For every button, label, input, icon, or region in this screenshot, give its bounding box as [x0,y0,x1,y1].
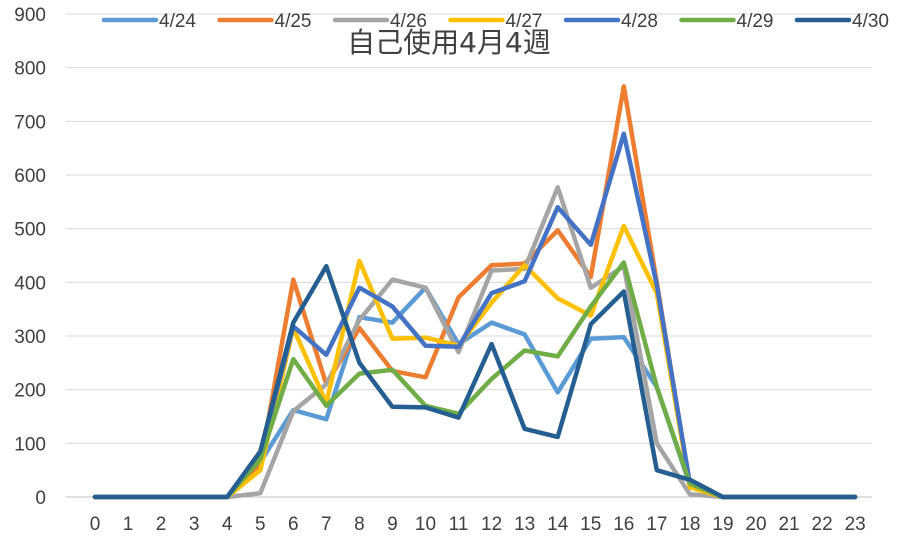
legend-item-4-28: 4/28 [563,11,658,32]
legend: 4/24 4/25 4/26 4/27 4/28 4/29 4/30 [101,11,889,32]
legend-label: 4/29 [737,11,774,32]
series-lines [92,84,858,500]
y-tick-label: 800 [14,59,46,80]
x-tick-label: 21 [778,514,799,535]
x-tick-label: 10 [415,514,436,535]
x-tick-label: 1 [123,514,134,535]
x-tick-label: 20 [745,514,766,535]
y-tick-label: 400 [14,273,46,294]
legend-label: 4/30 [852,11,889,32]
y-tick-label: 200 [14,381,46,402]
x-tick-label: 23 [845,514,866,535]
x-tick-label: 16 [613,514,634,535]
y-tick-label: 300 [14,327,46,348]
legend-label: 4/25 [275,11,312,32]
x-tick-label: 11 [449,514,469,535]
x-tick-label: 4 [222,514,233,535]
legend-item-4-29: 4/29 [679,11,774,32]
x-tick-label: 2 [156,514,167,535]
x-tick-label: 22 [812,514,833,535]
x-tick-label: 9 [387,514,398,535]
y-tick-label: 500 [14,220,46,241]
legend-item-4-27: 4/27 [448,11,543,32]
x-tick-label: 3 [189,514,200,535]
x-tick-label: 17 [646,514,667,535]
x-tick-label: 15 [580,514,601,535]
y-tick-label: 100 [14,434,46,455]
y-tick-label: 900 [14,5,46,26]
legend-label: 4/27 [506,11,543,32]
gridlines [66,13,872,498]
x-tick-label: 7 [321,514,332,535]
x-tick-label: 13 [514,514,535,535]
y-tick-label: 0 [35,488,46,509]
series-line-4-30 [92,263,858,500]
x-axis-ticks: 0 1 2 3 4 5 6 7 8 9 10 11 12 13 14 15 16 17 18 19 20 21 22 23 [90,514,866,535]
x-tick-label: 12 [481,514,502,535]
y-tick-label: 700 [14,112,46,133]
legend-label: 4/26 [390,11,427,32]
legend-item-4-26: 4/26 [332,11,427,32]
x-tick-label: 0 [90,514,101,535]
x-tick-label: 5 [255,514,266,535]
legend-item-4-25: 4/25 [217,11,312,32]
legend-label: 4/28 [621,11,658,32]
chart-title: 自己使用4月4週 [347,26,551,59]
legend-item-4-30: 4/30 [794,11,889,32]
x-tick-label: 8 [354,514,365,535]
x-tick-label: 14 [547,514,569,535]
x-tick-label: 6 [288,514,299,535]
x-tick-label: 18 [679,514,700,535]
y-axis-ticks: 0 100 200 300 400 500 600 700 800 900 [14,5,46,509]
x-tick-label: 19 [712,514,733,535]
legend-item-4-24: 4/24 [101,11,196,32]
y-tick-label: 600 [14,166,46,187]
legend-label: 4/24 [159,11,196,32]
